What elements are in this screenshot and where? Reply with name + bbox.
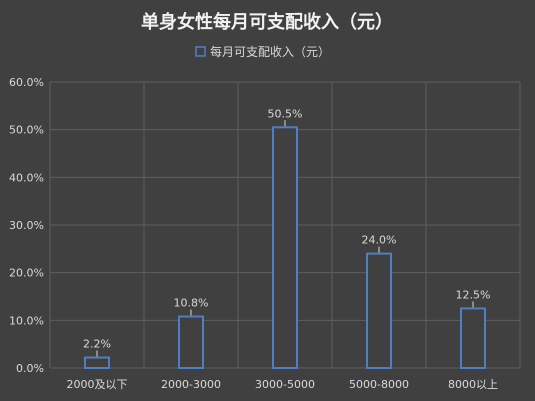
y-tick-label: 60.0% xyxy=(9,76,44,89)
legend: 每月可支配收入（元） xyxy=(195,44,330,59)
x-tick-label: 5000-8000 xyxy=(349,378,409,391)
bars xyxy=(84,126,486,370)
data-label: 2.2% xyxy=(83,338,111,351)
data-label: 12.5% xyxy=(456,288,491,301)
y-tick-label: 30.0% xyxy=(9,219,44,232)
bar xyxy=(460,307,486,369)
y-tick-label: 10.0% xyxy=(9,314,44,327)
y-tick-label: 20.0% xyxy=(9,267,44,280)
x-axis-ticks: 2000及以下 2000-3000 3000-5000 5000-8000 8000以上 xyxy=(67,378,499,391)
bar xyxy=(366,252,392,370)
data-label: 50.5% xyxy=(268,107,303,120)
chart-title: 单身女性每月可支配收入（元） xyxy=(141,11,393,33)
bar xyxy=(84,356,110,370)
x-tick-label: 2000-3000 xyxy=(161,378,221,391)
y-tick-label: 40.0% xyxy=(9,171,44,184)
x-tick-label: 3000-5000 xyxy=(255,378,315,391)
x-tick-label: 8000以上 xyxy=(448,378,498,391)
data-label: 10.8% xyxy=(174,297,209,310)
y-tick-label: 50.0% xyxy=(9,124,44,137)
legend-label: 每月可支配收入（元） xyxy=(210,44,330,59)
bar xyxy=(272,126,298,369)
y-axis-ticks: 0.0% 10.0% 20.0% 30.0% 40.0% 50.0% 60.0% xyxy=(9,76,44,375)
y-tick-label: 0.0% xyxy=(16,362,44,375)
data-labels: 2.2% 10.8% 50.5% 24.0% 12.5% xyxy=(83,107,491,357)
legend-swatch xyxy=(195,46,206,57)
bar xyxy=(178,315,204,369)
data-label: 24.0% xyxy=(362,234,397,247)
x-tick-label: 2000及以下 xyxy=(67,378,128,391)
